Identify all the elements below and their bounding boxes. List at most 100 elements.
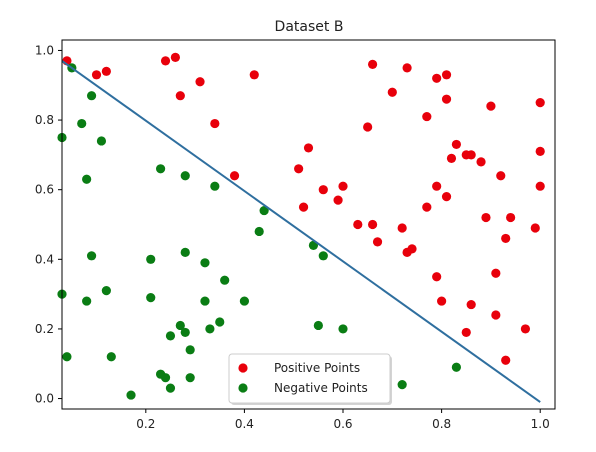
positive-point [476,157,486,167]
negative-point [200,296,210,306]
y-tick-label: 0.8 [35,113,54,127]
negative-point [101,286,111,296]
positive-point [451,139,461,150]
legend-marker [238,383,248,393]
chart-title: Dataset B [275,19,344,35]
positive-point [491,310,501,320]
decision-boundary-line [61,60,541,403]
positive-point [441,70,452,80]
y-tick-label: 0.0 [35,392,54,406]
x-tick-label: 1.0 [531,417,550,431]
negative-points-series [57,63,461,400]
positive-point [170,52,180,63]
negative-point [313,320,323,331]
positive-point [441,94,452,104]
negative-point [82,174,92,184]
positive-point [535,146,545,156]
negative-point [200,258,210,268]
negative-point [165,331,176,341]
negative-point [215,317,225,327]
negative-point [205,324,215,334]
legend-label: Negative Points [274,381,368,395]
negative-point [180,247,190,257]
negative-point [239,296,250,306]
positive-point [372,237,383,247]
positive-point [363,122,373,132]
negative-point [175,320,185,331]
y-tick-label: 0.4 [35,252,54,266]
negative-point [220,275,230,285]
positive-point [249,70,259,80]
positive-point [298,202,309,212]
positive-point [422,202,432,212]
legend-label: Positive Points [274,361,360,375]
positive-point [397,223,407,233]
negative-point [146,254,156,264]
y-tick-label: 0.6 [35,183,54,197]
negative-point [180,327,190,338]
negative-point [106,352,116,362]
positive-point [195,77,205,87]
positive-point [520,324,531,334]
positive-point [101,66,111,76]
positive-point [441,192,452,202]
positive-point [338,181,348,191]
negative-point [180,171,190,181]
negative-point [62,352,72,362]
x-tick-label: 0.8 [432,417,451,431]
positive-point [491,268,501,278]
negative-point [146,293,156,303]
negative-point [165,383,176,393]
positive-point [402,63,412,73]
positive-point [496,171,506,181]
positive-point [91,70,102,80]
positive-point [535,181,545,191]
legend-box [228,353,391,404]
positive-points-series [62,52,545,365]
positive-point [294,164,304,174]
negative-point [86,91,97,101]
negative-point [160,373,171,383]
positive-point [367,219,378,230]
positive-point [432,73,442,83]
negative-point [318,251,328,261]
positive-point [210,118,220,129]
positive-point [446,153,457,163]
plot-area [57,52,545,403]
positive-point [501,233,511,244]
positive-point [229,171,240,181]
positive-point [353,219,363,230]
negative-point [185,373,195,383]
positive-point [367,59,378,69]
positive-point [466,299,476,310]
positive-point [387,87,397,97]
negative-point [126,390,136,400]
legend-marker [238,363,248,373]
negative-point [338,324,348,334]
negative-point [82,296,92,306]
positive-point [501,355,511,365]
negative-point [451,362,461,372]
y-tick-label: 1.0 [35,43,54,57]
negative-point [254,226,264,237]
positive-point [160,56,171,66]
positive-point [486,101,496,111]
positive-point [466,150,476,160]
positive-point [303,143,314,153]
positive-point [535,98,545,108]
negative-point [86,251,97,261]
positive-point [437,296,447,306]
negative-point [96,136,107,146]
negative-point [210,181,220,191]
positive-point [175,91,185,101]
x-tick-label: 0.6 [333,417,352,431]
negative-point [185,345,195,355]
positive-point [432,181,442,191]
positive-point [318,185,328,195]
positive-point [530,223,540,233]
positive-point [461,327,471,338]
y-tick-label: 0.2 [35,322,54,336]
negative-point [77,118,87,129]
positive-point [407,244,417,254]
